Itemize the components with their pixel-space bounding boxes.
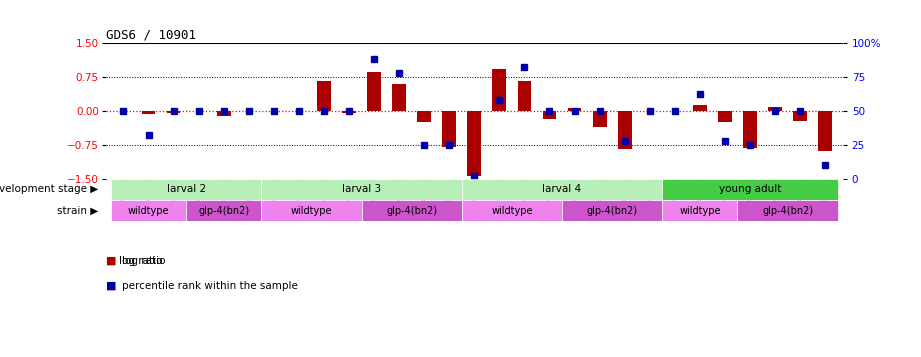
Text: wildtype: wildtype	[679, 206, 720, 216]
Bar	[216, 111, 230, 116]
Bar	[317, 81, 331, 111]
FancyBboxPatch shape	[111, 200, 186, 221]
Text: wildtype: wildtype	[491, 206, 532, 216]
Text: glp-4(bn2): glp-4(bn2)	[198, 206, 250, 216]
Bar	[518, 81, 531, 111]
FancyBboxPatch shape	[562, 200, 662, 221]
Text: larval 2: larval 2	[167, 184, 205, 194]
FancyBboxPatch shape	[738, 200, 838, 221]
Bar	[693, 105, 706, 111]
Text: larval 3: larval 3	[342, 184, 381, 194]
Bar	[142, 111, 156, 114]
Text: development stage ▶: development stage ▶	[0, 184, 99, 194]
Text: ■: ■	[106, 256, 116, 266]
Text: glp-4(bn2): glp-4(bn2)	[587, 206, 637, 216]
Text: glp-4(bn2): glp-4(bn2)	[762, 206, 813, 216]
FancyBboxPatch shape	[262, 179, 461, 200]
Text: young adult: young adult	[718, 184, 781, 194]
FancyBboxPatch shape	[262, 200, 362, 221]
Bar	[468, 111, 481, 176]
Text: percentile rank within the sample: percentile rank within the sample	[122, 281, 298, 291]
Bar	[768, 107, 782, 111]
Bar	[743, 111, 757, 148]
FancyBboxPatch shape	[186, 200, 262, 221]
Bar	[567, 109, 581, 111]
Bar	[618, 111, 632, 149]
Text: strain ▶: strain ▶	[57, 206, 99, 216]
FancyBboxPatch shape	[461, 200, 562, 221]
Text: ■ log ratio: ■ log ratio	[106, 256, 162, 266]
FancyBboxPatch shape	[461, 179, 662, 200]
Bar	[167, 111, 181, 113]
Bar	[417, 111, 431, 122]
Bar	[392, 84, 406, 111]
Bar	[342, 111, 356, 113]
Text: ■: ■	[106, 281, 116, 291]
FancyBboxPatch shape	[362, 200, 461, 221]
Text: larval 4: larval 4	[542, 184, 581, 194]
Text: GDS6 / 10901: GDS6 / 10901	[106, 29, 196, 42]
FancyBboxPatch shape	[662, 179, 838, 200]
Text: log ratio: log ratio	[122, 256, 166, 266]
FancyBboxPatch shape	[662, 200, 738, 221]
Bar	[442, 111, 456, 147]
FancyBboxPatch shape	[111, 179, 262, 200]
Text: glp-4(bn2): glp-4(bn2)	[386, 206, 437, 216]
Bar	[593, 111, 607, 127]
Bar	[818, 111, 832, 151]
Text: wildtype: wildtype	[291, 206, 332, 216]
Bar	[493, 69, 507, 111]
Bar	[793, 111, 807, 121]
Bar	[367, 72, 381, 111]
Bar	[542, 111, 556, 119]
Text: wildtype: wildtype	[128, 206, 169, 216]
Bar	[718, 111, 732, 122]
